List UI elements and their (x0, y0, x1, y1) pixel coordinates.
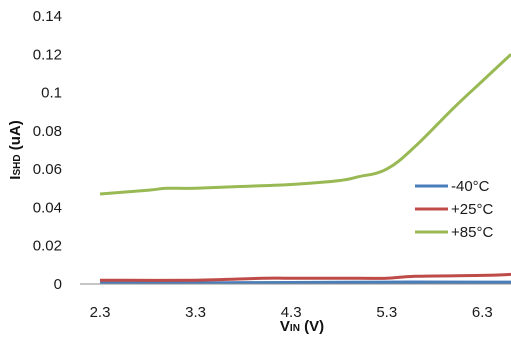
x-tick-labels: 2.3 3.3 4.3 5.3 6.3 (90, 304, 493, 321)
y-tick-label: 0.14 (33, 8, 62, 25)
y-axis-title-main: I (7, 176, 24, 180)
y-tick-label: 0.1 (41, 85, 62, 102)
y-tick-label: 0.06 (33, 161, 62, 178)
x-axis-title-unit: (V) (300, 318, 324, 335)
series-lines (99, 53, 511, 285)
x-axis-title: VIN (V) (280, 318, 324, 335)
x-axis-title-main: V (280, 318, 290, 335)
y-tick-label: 0.04 (33, 199, 62, 216)
y-tick-label: 0 (54, 276, 62, 293)
legend: -40°C +25°C +85°C (415, 178, 493, 241)
x-tick-label: 5.3 (376, 304, 397, 321)
series-line-2 (99, 53, 511, 196)
legend-label-2: +85°C (451, 224, 493, 241)
y-axis-title-unit: (uA) (7, 120, 24, 154)
y-tick-label: 0.12 (33, 46, 62, 63)
series-line-1 (99, 272, 511, 282)
x-tick-label: 3.3 (185, 304, 206, 321)
x-axis-title-sub: IN (290, 323, 300, 334)
y-tick-label: 0.08 (33, 123, 62, 140)
y-tick-labels: 0 0.02 0.04 0.06 0.08 0.1 0.12 0.14 (33, 8, 62, 293)
x-tick-label: 2.3 (90, 304, 111, 321)
legend-label-0: -40°C (451, 178, 490, 195)
series-line-0 (99, 280, 511, 285)
y-tick-label: 0.02 (33, 238, 62, 255)
x-tick-label: 6.3 (472, 304, 493, 321)
y-axis-title-sub: SHD (12, 154, 23, 175)
x-tick-label: 4.3 (281, 304, 302, 321)
legend-label-1: +25°C (451, 201, 493, 218)
y-axis-title: ISHD (uA) (7, 120, 24, 179)
